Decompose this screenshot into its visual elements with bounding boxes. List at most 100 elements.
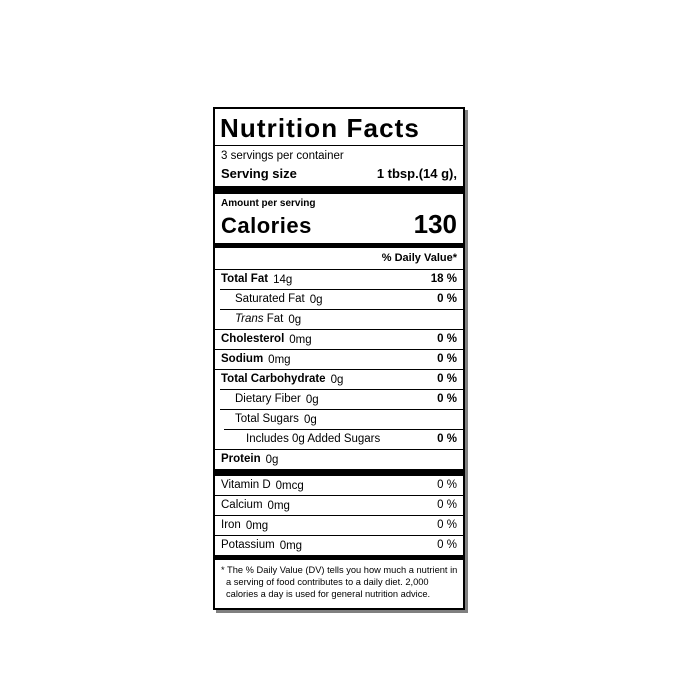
row-divider [215, 535, 463, 536]
row-divider [215, 269, 463, 270]
daily-value-percent: 0 % [437, 519, 457, 531]
nutrient-name: Dietary Fiber [235, 393, 301, 405]
nutrient-row: Iron 0mg 0 % [215, 516, 463, 535]
nutrient-name-group: Trans Fat 0g [235, 312, 301, 326]
nutrient-name: Iron [221, 519, 241, 531]
vitamin-rows: Vitamin D 0mcg 0 % Calcium 0mg 0 % Iron 0mg 0 % P… [215, 476, 463, 555]
nutrient-name-group: Total Carbohydrate 0g [221, 372, 343, 386]
nutrient-name: Total Sugars [235, 413, 299, 425]
nutrient-name: Calcium [221, 499, 263, 511]
row-divider [215, 349, 463, 350]
nutrient-name-group: Cholesterol 0mg [221, 332, 312, 346]
nutrient-row: Vitamin D 0mcg 0 % [215, 476, 463, 495]
thick-bar-top [215, 186, 463, 194]
nutrient-row: Potassium 0mg 0 % [215, 536, 463, 555]
nutrient-row: Cholesterol 0mg 0 % [215, 330, 463, 349]
footnote: * The % Daily Value (DV) tells you how m… [221, 565, 458, 599]
row-divider [215, 515, 463, 516]
nutrient-name: Includes 0g Added Sugars [246, 433, 381, 445]
row-divider [220, 389, 463, 390]
nutrient-amount: 0g [330, 374, 344, 386]
nutrient-name-group: Vitamin D 0mcg [221, 478, 304, 492]
row-divider [220, 409, 463, 410]
nutrient-name: Protein [221, 453, 261, 465]
vitamins-bar [215, 469, 463, 476]
nutrient-amount: 0mg [267, 500, 290, 512]
row-divider [215, 495, 463, 496]
nutrient-amount: 0mg [268, 354, 291, 366]
nutrient-name-italic: Trans [235, 313, 264, 325]
daily-value-percent: 0 % [437, 433, 457, 445]
nutrient-row: Total Carbohydrate 0g 0 % [215, 370, 463, 389]
nutrient-row: Total Sugars 0g [215, 410, 463, 429]
nutrient-row: Saturated Fat 0g 0 % [215, 290, 463, 309]
daily-value-header: % Daily Value* [381, 252, 457, 264]
nutrient-name: Sodium [221, 353, 264, 365]
daily-value-percent: 0 % [437, 479, 457, 491]
daily-value-percent: 18 % [430, 273, 457, 285]
row-divider [215, 369, 463, 370]
nutrient-amount: 0mcg [275, 480, 304, 492]
nutrient-row: Trans Fat 0g [215, 310, 463, 329]
calories-value: 130 [413, 209, 457, 239]
nutrient-row: Dietary Fiber 0g 0 % [215, 390, 463, 409]
nutrient-name-group: Sodium 0mg [221, 352, 291, 366]
nutrient-name: Vitamin D [221, 479, 271, 491]
row-divider [220, 309, 463, 310]
nutrient-amount: 14g [273, 274, 293, 286]
nutrient-amount: 0mg [279, 540, 303, 552]
nutrient-rows: Total Fat 14g 18 % Saturated Fat 0g 0 % Trans … [215, 269, 463, 469]
row-divider [215, 329, 463, 330]
row-divider [224, 429, 463, 430]
serving-size-value: 1 tbsp.(14 g), [376, 166, 457, 181]
nutrient-name-group: Protein 0g [221, 452, 278, 466]
nutrient-row: Protein 0g [215, 450, 463, 469]
daily-value-percent: 0 % [437, 353, 457, 365]
title-divider [215, 145, 463, 146]
nutrient-name-group: Includes 0g Added Sugars [246, 432, 380, 446]
nutrient-name: Cholesterol [221, 333, 285, 345]
nutrient-name-group: Dietary Fiber 0g [235, 392, 319, 406]
calories-label: Calories [221, 213, 312, 238]
nutrient-amount: 0g [265, 454, 279, 466]
nutrient-name: Total Carbohydrate [221, 373, 326, 385]
nutrient-name: Total Fat [221, 273, 269, 285]
nutrient-row: Sodium 0mg 0 % [215, 350, 463, 369]
nutrient-amount: 0g [288, 314, 302, 326]
nutrient-name-group: Saturated Fat 0g [235, 292, 322, 306]
nutrient-row: Calcium 0mg 0 % [215, 496, 463, 515]
row-divider [215, 449, 463, 450]
row-divider [220, 289, 463, 290]
daily-value-percent: 0 % [437, 333, 457, 345]
nutrient-name-group: Total Sugars 0g [235, 412, 317, 426]
amount-per-serving: Amount per serving [221, 198, 316, 209]
serving-size-row: Serving size 1 tbsp.(14 g), [215, 164, 463, 186]
nutrient-amount: 0g [309, 294, 323, 306]
daily-value-percent: 0 % [437, 499, 457, 511]
servings-per-container: 3 servings per container [221, 150, 344, 162]
nutrient-row: Total Fat 14g 18 % [215, 270, 463, 289]
nutrient-name: Trans Fat [235, 313, 284, 325]
footnote-bar [215, 555, 463, 560]
nutrient-name-group: Calcium 0mg [221, 498, 290, 512]
calories-row: Calories 130 [215, 209, 463, 243]
nutrient-amount: 0g [305, 394, 319, 406]
nutrient-name-group: Total Fat 14g [221, 272, 292, 286]
daily-value-percent: 0 % [437, 373, 457, 385]
nutrient-name-group: Potassium 0mg [221, 538, 302, 552]
nutrient-name-group: Iron 0mg [221, 518, 268, 532]
nutrient-name: Potassium [221, 539, 275, 551]
label-title: Nutrition Facts [220, 113, 420, 143]
nutrient-row: Includes 0g Added Sugars 0 % [215, 430, 463, 449]
daily-value-percent: 0 % [437, 539, 457, 551]
nutrient-amount: 0mg [289, 334, 312, 346]
daily-value-percent: 0 % [437, 293, 457, 305]
serving-size-label: Serving size [221, 166, 297, 181]
nutrient-name: Saturated Fat [235, 293, 305, 305]
nutrient-amount: 0g [303, 414, 317, 426]
daily-value-percent: 0 % [437, 393, 457, 405]
nutrient-amount: 0mg [245, 520, 269, 532]
nutrition-facts-label: Nutrition Facts 3 servings per container… [213, 107, 465, 610]
calories-bar [215, 243, 463, 248]
